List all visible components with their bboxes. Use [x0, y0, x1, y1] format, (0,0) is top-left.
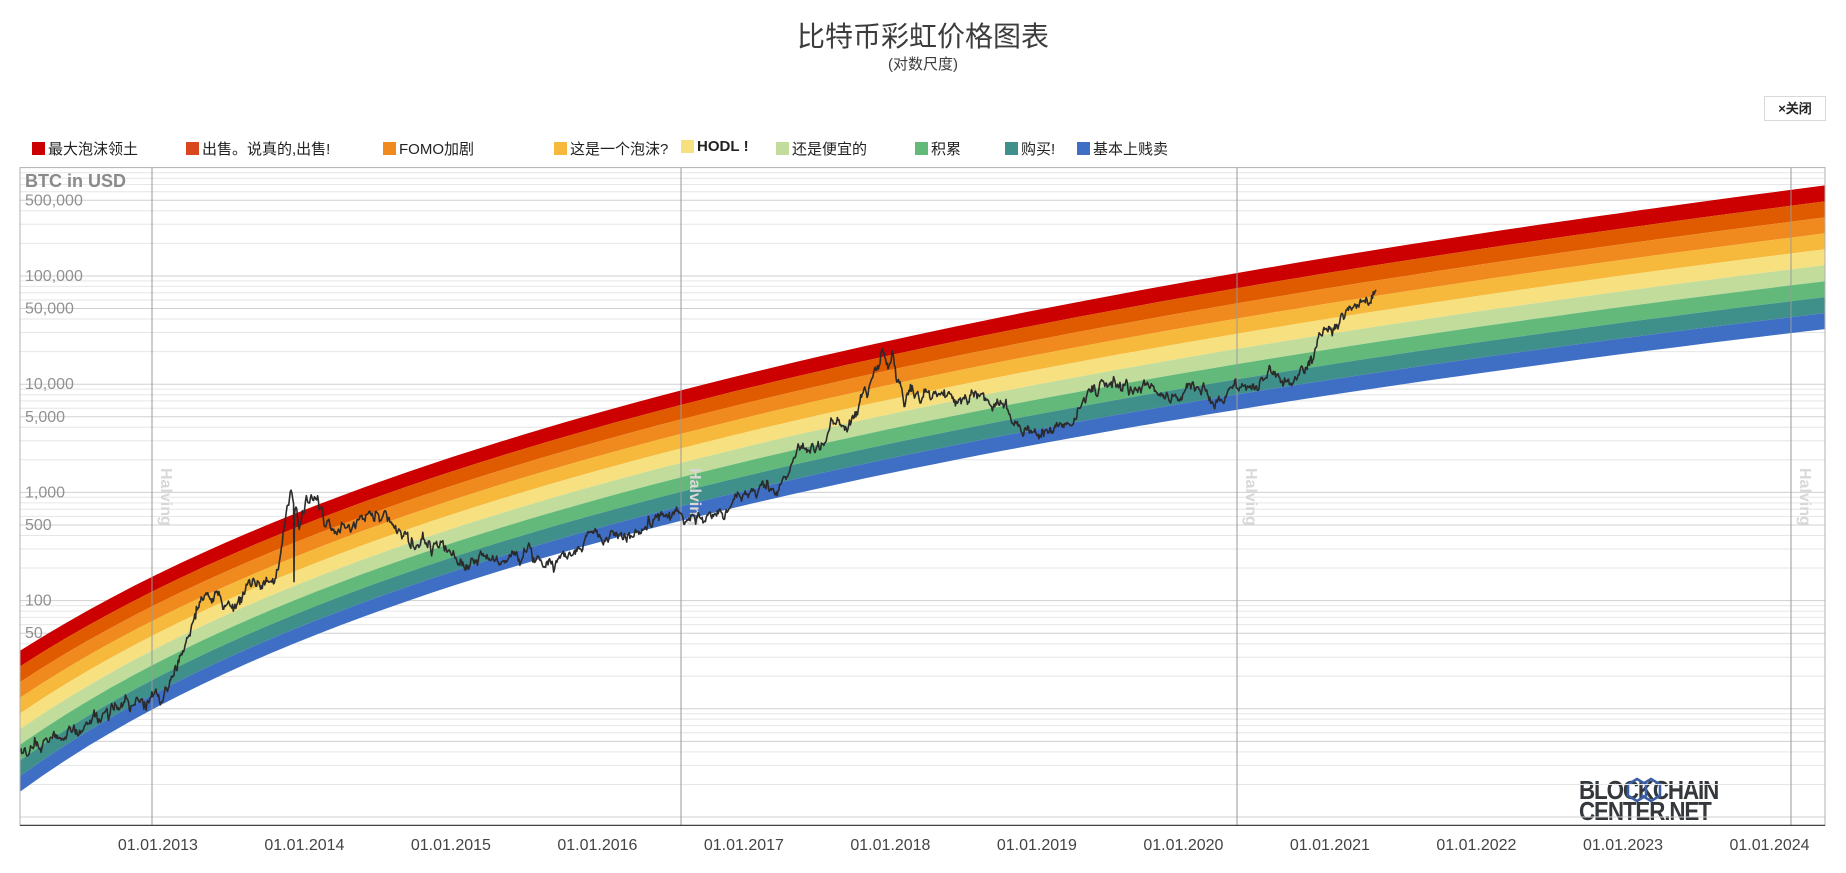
svg-text:BTC in USD: BTC in USD [25, 171, 126, 191]
svg-text:01.01.2021: 01.01.2021 [1290, 837, 1370, 854]
svg-text:01.01.2024: 01.01.2024 [1729, 837, 1809, 854]
svg-text:500,000: 500,000 [25, 192, 83, 209]
svg-text:01.01.2016: 01.01.2016 [557, 837, 637, 854]
svg-text:Halving: Halving [157, 468, 174, 526]
svg-text:01.01.2018: 01.01.2018 [850, 837, 930, 854]
svg-text:01.01.2017: 01.01.2017 [704, 837, 784, 854]
svg-text:Halving: Halving [1242, 468, 1259, 526]
svg-text:01.01.2013: 01.01.2013 [118, 837, 198, 854]
svg-text:01.01.2014: 01.01.2014 [264, 837, 344, 854]
svg-text:50,000: 50,000 [25, 301, 74, 318]
svg-text:01.01.2019: 01.01.2019 [997, 837, 1077, 854]
svg-text:01.01.2020: 01.01.2020 [1143, 837, 1223, 854]
svg-text:100: 100 [25, 593, 52, 610]
svg-text:1,000: 1,000 [25, 484, 65, 501]
svg-text:100,000: 100,000 [25, 268, 83, 285]
svg-text:01.01.2015: 01.01.2015 [411, 837, 491, 854]
svg-text:01.01.2023: 01.01.2023 [1583, 837, 1663, 854]
svg-text:10,000: 10,000 [25, 376, 74, 393]
svg-text:500: 500 [25, 517, 52, 534]
svg-text:01.01.2022: 01.01.2022 [1436, 837, 1516, 854]
svg-text:5,000: 5,000 [25, 409, 65, 426]
svg-text:Halving: Halving [1796, 468, 1813, 526]
